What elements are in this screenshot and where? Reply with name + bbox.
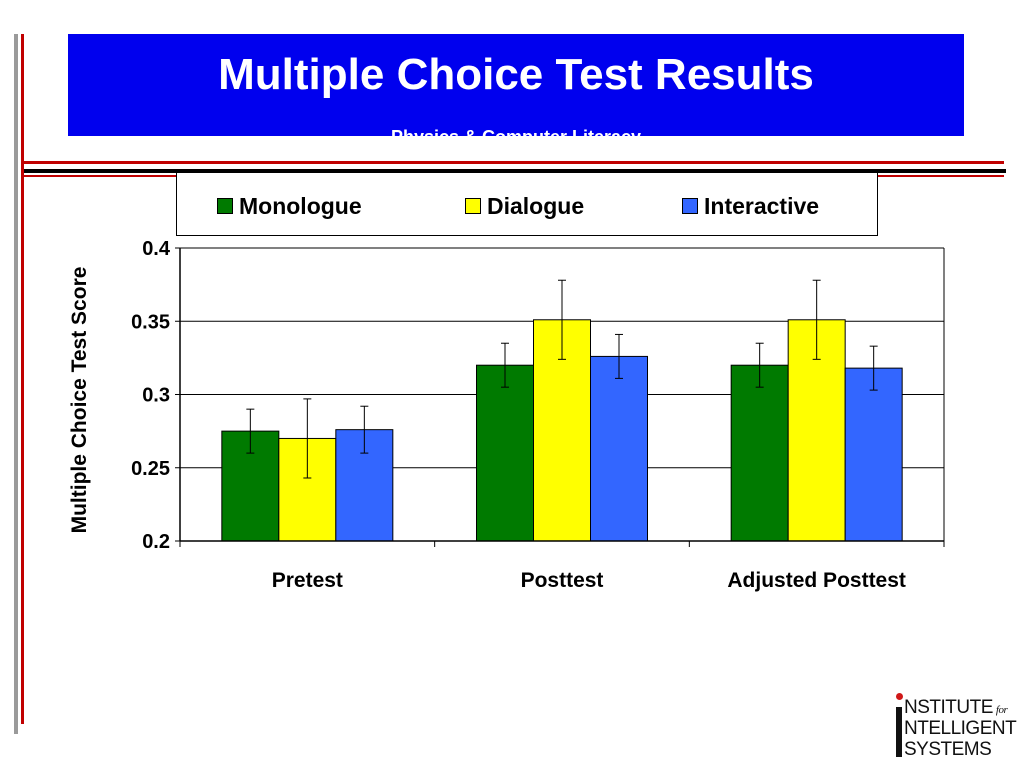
left-border-red bbox=[21, 34, 24, 724]
logo-bar-icon bbox=[896, 707, 902, 757]
x-category-label: Adjusted Posttest bbox=[727, 569, 906, 592]
divider-black bbox=[24, 169, 1006, 173]
legend-swatch-monologue bbox=[217, 198, 233, 214]
bar-interactive bbox=[590, 355, 648, 542]
y-tick-label: 0.4 bbox=[142, 238, 171, 260]
slide-title: Multiple Choice Test Results bbox=[218, 50, 814, 99]
y-tick-label: 0.3 bbox=[142, 385, 170, 407]
y-tick-label: 0.35 bbox=[131, 311, 170, 333]
legend-label-dialogue: Dialogue bbox=[487, 192, 585, 219]
institute-logo: NSTITUTE for NTELLIGENT SYSTEMS bbox=[896, 693, 1018, 765]
chart-legend: Monologue Dialogue Interactive bbox=[176, 173, 878, 236]
legend-item-monologue: Monologue bbox=[217, 193, 362, 219]
legend-label-interactive: Interactive bbox=[704, 192, 820, 219]
divider-red-top bbox=[24, 161, 1004, 164]
y-tick-label: 0.2 bbox=[142, 531, 170, 553]
x-category-label: Posttest bbox=[521, 569, 604, 592]
bars bbox=[221, 279, 903, 542]
legend-item-dialogue: Dialogue bbox=[465, 193, 584, 219]
logo-line-1: NSTITUTE for bbox=[904, 697, 1008, 719]
bar-monologue bbox=[730, 364, 789, 542]
legend-label-monologue: Monologue bbox=[239, 192, 362, 219]
logo-line-3: SYSTEMS bbox=[904, 739, 992, 760]
y-tick-label: 0.25 bbox=[131, 458, 170, 480]
title-banner: Multiple Choice Test Results Physics & C… bbox=[68, 34, 964, 136]
legend-swatch-dialogue bbox=[465, 198, 481, 214]
x-category-label: Pretest bbox=[272, 569, 343, 592]
logo-text-for: for bbox=[995, 704, 1008, 716]
axes: 0.4 0.35 0.3 0.25 0.2 Pretest Posttest Adjusted… bbox=[131, 238, 945, 592]
logo-text-institute: NSTITUTE bbox=[904, 697, 993, 718]
slide-subtitle: Physics & Computer Literacy bbox=[68, 127, 964, 136]
logo-dot-icon bbox=[896, 693, 903, 700]
left-border-gray bbox=[14, 34, 18, 734]
bar-interactive bbox=[844, 367, 903, 542]
bar-monologue bbox=[476, 364, 534, 542]
legend-swatch-interactive bbox=[682, 198, 698, 214]
logo-line-2: NTELLIGENT bbox=[904, 718, 1017, 739]
legend-item-interactive: Interactive bbox=[682, 193, 819, 219]
y-axis-label: Multiple Choice Test Score bbox=[68, 267, 91, 534]
